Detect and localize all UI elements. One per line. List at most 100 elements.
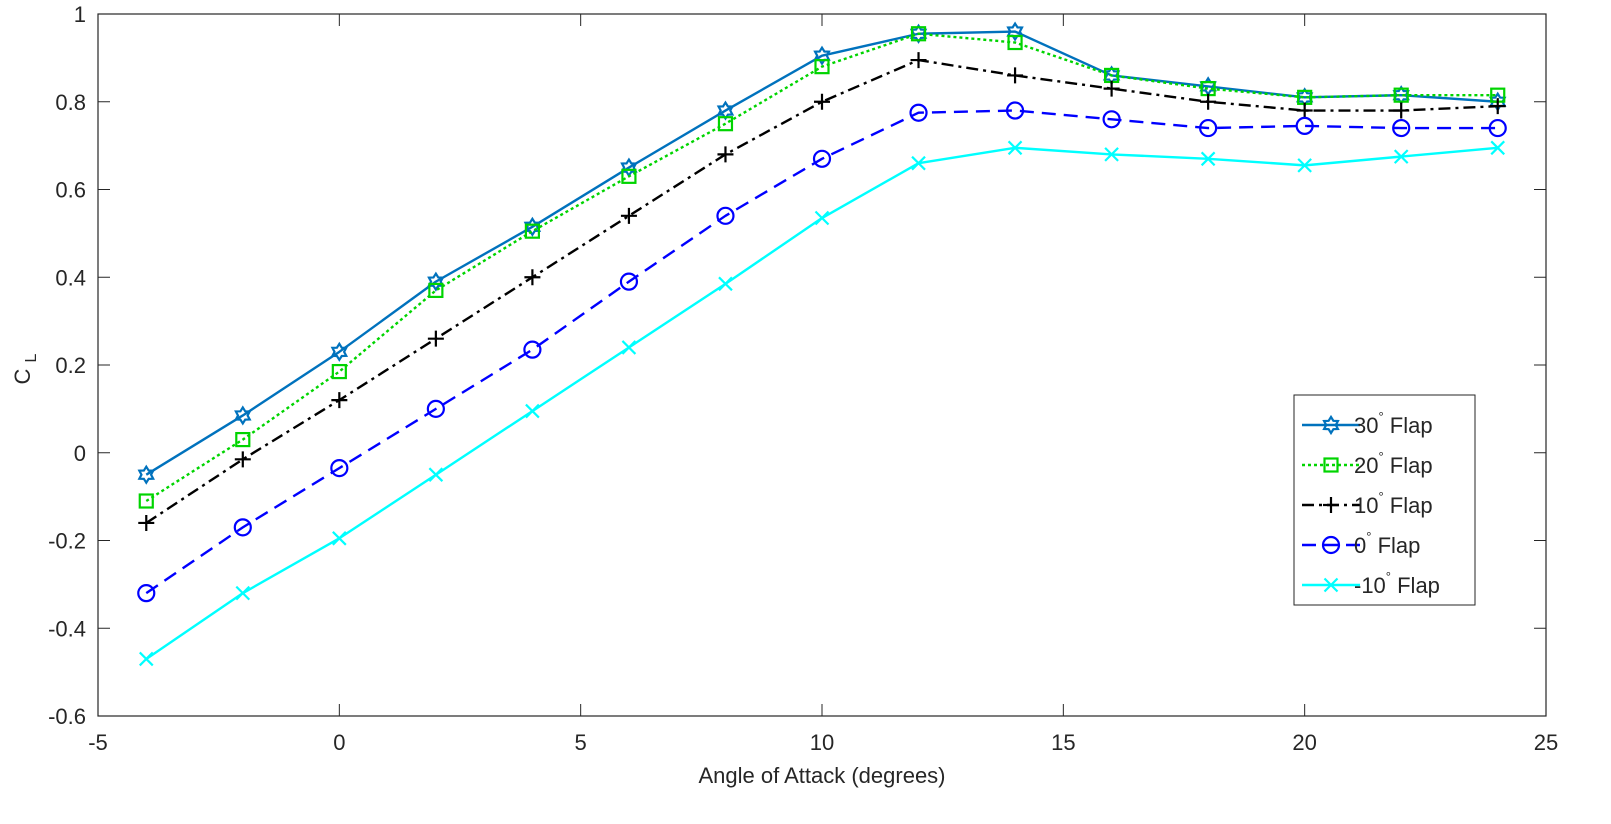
series-line (145, 32, 1498, 503)
data-point (909, 103, 928, 122)
data-point (717, 146, 734, 163)
legend-suffix: Flap (1371, 533, 1420, 558)
legend-marker (1323, 497, 1339, 513)
data-point (1393, 102, 1410, 119)
legend-number: 20 (1354, 453, 1378, 478)
legend-label: 0° Flap (1354, 529, 1420, 558)
data-point (525, 403, 540, 419)
series-4 (138, 140, 1506, 667)
data-point (428, 467, 444, 482)
data-point (1297, 158, 1312, 173)
series-1 (138, 26, 1506, 509)
legend-degree-mark: ° (1366, 529, 1371, 544)
data-point (427, 330, 444, 347)
legend-item: 20° Flap (1302, 449, 1433, 478)
data-point (812, 149, 832, 168)
series-layer (137, 21, 1507, 667)
data-point (716, 100, 735, 121)
data-point (619, 272, 639, 291)
legend-number: 10 (1354, 493, 1378, 518)
data-point (137, 464, 155, 485)
y-tick-label: -0.6 (48, 704, 86, 729)
data-point (1104, 147, 1119, 162)
legend-label: 30° Flap (1354, 409, 1433, 438)
data-point (1393, 149, 1409, 164)
data-point (1489, 98, 1506, 115)
series-2 (138, 52, 1506, 531)
legend-suffix: Flap (1384, 493, 1433, 518)
legend-item: 10° Flap (1302, 489, 1433, 518)
data-point (138, 651, 154, 667)
legend-suffix: Flap (1391, 573, 1440, 598)
data-point (620, 207, 637, 224)
legend-item: 0° Flap (1302, 529, 1420, 558)
data-point (1005, 101, 1025, 120)
data-point (911, 155, 926, 171)
data-point (524, 223, 541, 239)
data-point (233, 518, 252, 537)
series-3 (137, 101, 1507, 603)
x-tick-label: 5 (575, 730, 587, 755)
y-tick-label: -0.2 (48, 529, 86, 554)
legend-label: 20° Flap (1354, 449, 1433, 478)
data-point (621, 168, 637, 184)
data-point (332, 531, 347, 546)
legend-degree-mark: ° (1378, 449, 1383, 464)
y-tick-label: 0.2 (55, 353, 86, 378)
data-point (1006, 21, 1024, 42)
data-point (1295, 116, 1314, 135)
data-point (1200, 93, 1217, 110)
y-tick-label: 0 (74, 441, 86, 466)
data-point (1200, 151, 1216, 167)
data-point (235, 585, 251, 601)
legend-degree-mark: ° (1386, 569, 1391, 584)
y-tick-label: 0.4 (55, 265, 86, 290)
series-line (145, 58, 1498, 524)
data-point (138, 493, 154, 509)
legend-degree-mark: ° (1378, 489, 1383, 504)
legend-item: -10° Flap (1302, 569, 1440, 598)
data-point (523, 340, 542, 359)
x-tick-label: 10 (810, 730, 834, 755)
data-point (235, 431, 251, 448)
data-point (330, 459, 349, 478)
data-point (1393, 87, 1409, 103)
series-line (145, 109, 1498, 595)
legend-suffix: Flap (1384, 413, 1433, 438)
y-axis-label-main: C (10, 368, 35, 384)
data-point (524, 269, 541, 286)
y-tick-label: 1 (74, 2, 86, 27)
legend-marker (1323, 457, 1339, 473)
data-point (1392, 118, 1411, 138)
data-point (1007, 34, 1023, 51)
data-point (1007, 140, 1023, 156)
data-point (814, 210, 830, 226)
data-point (814, 59, 830, 75)
y-tick-label: 0.8 (55, 90, 86, 115)
legend-marker (1323, 577, 1339, 593)
x-tick-label: 25 (1534, 730, 1558, 755)
data-point (1103, 80, 1120, 97)
y-tick-label: 0.6 (55, 178, 86, 203)
data-point (621, 340, 637, 355)
x-tick-label: -5 (88, 730, 108, 755)
data-point (814, 93, 830, 110)
legend-suffix: Flap (1384, 453, 1433, 478)
data-point (1488, 118, 1507, 138)
x-axis-label: Angle of Attack (degrees) (698, 763, 945, 788)
legend-item: 30° Flap (1302, 409, 1433, 438)
data-point (717, 116, 734, 132)
legend-label: -10° Flap (1354, 569, 1440, 598)
data-point (523, 216, 542, 237)
data-point (428, 282, 444, 299)
data-point (813, 45, 831, 66)
y-axis-label-subscript: L (23, 353, 40, 362)
data-point (716, 206, 735, 225)
y-axis-label: C L (10, 353, 40, 384)
x-tick-label: 15 (1051, 730, 1075, 755)
data-point (330, 341, 349, 362)
legend-label: 10° Flap (1354, 489, 1433, 518)
data-point (1007, 67, 1024, 84)
data-point (137, 584, 156, 603)
